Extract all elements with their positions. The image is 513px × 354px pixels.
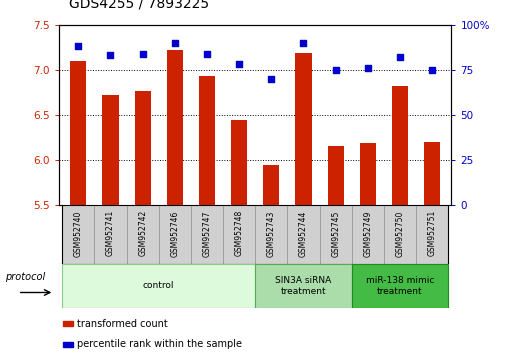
Text: GSM952740: GSM952740 xyxy=(74,210,83,257)
Point xyxy=(139,51,147,57)
Point xyxy=(396,55,404,60)
Bar xyxy=(416,205,448,264)
Bar xyxy=(287,205,320,264)
Bar xyxy=(159,205,191,264)
Bar xyxy=(191,205,223,264)
Bar xyxy=(255,264,352,308)
Point xyxy=(106,53,114,58)
Bar xyxy=(63,342,73,347)
Bar xyxy=(255,205,287,264)
Text: GDS4255 / 7893225: GDS4255 / 7893225 xyxy=(69,0,209,11)
Bar xyxy=(167,50,183,205)
Point xyxy=(267,76,275,82)
Bar xyxy=(352,205,384,264)
Point xyxy=(364,65,372,71)
Bar xyxy=(320,205,352,264)
Bar xyxy=(134,91,151,205)
Point xyxy=(171,40,179,46)
Text: GSM952742: GSM952742 xyxy=(138,210,147,257)
Bar xyxy=(103,95,119,205)
Bar xyxy=(384,205,416,264)
Text: GSM952746: GSM952746 xyxy=(170,210,180,257)
Bar xyxy=(199,76,215,205)
Bar xyxy=(70,61,86,205)
Bar xyxy=(62,205,94,264)
Bar xyxy=(127,205,159,264)
Point xyxy=(300,40,308,46)
Text: miR-138 mimic
treatment: miR-138 mimic treatment xyxy=(366,276,434,296)
Text: percentile rank within the sample: percentile rank within the sample xyxy=(76,339,242,349)
Bar xyxy=(328,146,344,205)
Text: GSM952745: GSM952745 xyxy=(331,210,340,257)
Text: GSM952748: GSM952748 xyxy=(234,210,244,257)
Text: control: control xyxy=(143,281,174,290)
Text: GSM952747: GSM952747 xyxy=(203,210,211,257)
Point xyxy=(235,62,243,67)
Bar xyxy=(424,142,440,205)
Bar xyxy=(94,205,127,264)
Bar xyxy=(63,321,73,326)
Point xyxy=(428,67,436,73)
Bar xyxy=(263,165,280,205)
Point xyxy=(74,44,83,49)
Bar xyxy=(231,120,247,205)
Text: transformed count: transformed count xyxy=(76,319,167,329)
Bar xyxy=(295,53,311,205)
Text: SIN3A siRNA
treatment: SIN3A siRNA treatment xyxy=(275,276,331,296)
Text: GSM952744: GSM952744 xyxy=(299,210,308,257)
Text: GSM952750: GSM952750 xyxy=(396,210,404,257)
Text: GSM952751: GSM952751 xyxy=(428,210,437,257)
Point xyxy=(203,51,211,57)
Bar xyxy=(223,205,255,264)
Bar xyxy=(392,86,408,205)
Bar xyxy=(62,264,255,308)
Point xyxy=(331,67,340,73)
Bar xyxy=(352,264,448,308)
Text: protocol: protocol xyxy=(5,272,45,282)
Text: GSM952741: GSM952741 xyxy=(106,210,115,257)
Text: GSM952749: GSM952749 xyxy=(363,210,372,257)
Text: GSM952743: GSM952743 xyxy=(267,210,276,257)
Bar xyxy=(360,143,376,205)
